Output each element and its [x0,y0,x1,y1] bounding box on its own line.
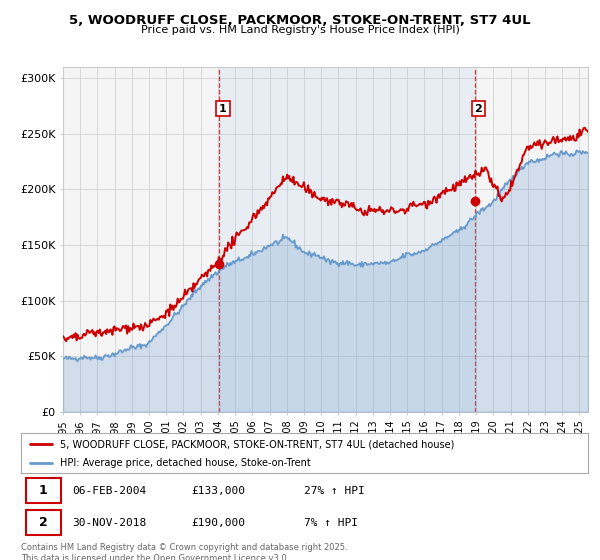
Text: £133,000: £133,000 [191,486,245,496]
Text: £190,000: £190,000 [191,518,245,528]
Text: 5, WOODRUFF CLOSE, PACKMOOR, STOKE-ON-TRENT, ST7 4UL (detached house): 5, WOODRUFF CLOSE, PACKMOOR, STOKE-ON-TR… [59,439,454,449]
FancyBboxPatch shape [26,511,61,535]
Text: 2: 2 [475,104,482,114]
Text: 1: 1 [219,104,227,114]
Bar [220,67,475,412]
Text: 1: 1 [39,484,47,497]
Text: Price paid vs. HM Land Registry's House Price Index (HPI): Price paid vs. HM Land Registry's House … [140,25,460,35]
Text: 5, WOODRUFF CLOSE, PACKMOOR, STOKE-ON-TRENT, ST7 4UL: 5, WOODRUFF CLOSE, PACKMOOR, STOKE-ON-TR… [69,14,531,27]
FancyBboxPatch shape [26,478,61,503]
Text: Contains HM Land Registry data © Crown copyright and database right 2025.
This d: Contains HM Land Registry data © Crown c… [21,543,347,560]
Text: 7% ↑ HPI: 7% ↑ HPI [305,518,359,528]
Text: HPI: Average price, detached house, Stoke-on-Trent: HPI: Average price, detached house, Stok… [59,458,310,468]
Text: 30-NOV-2018: 30-NOV-2018 [72,518,146,528]
Text: 27% ↑ HPI: 27% ↑ HPI [305,486,365,496]
Text: 2: 2 [39,516,47,529]
Text: 06-FEB-2004: 06-FEB-2004 [72,486,146,496]
